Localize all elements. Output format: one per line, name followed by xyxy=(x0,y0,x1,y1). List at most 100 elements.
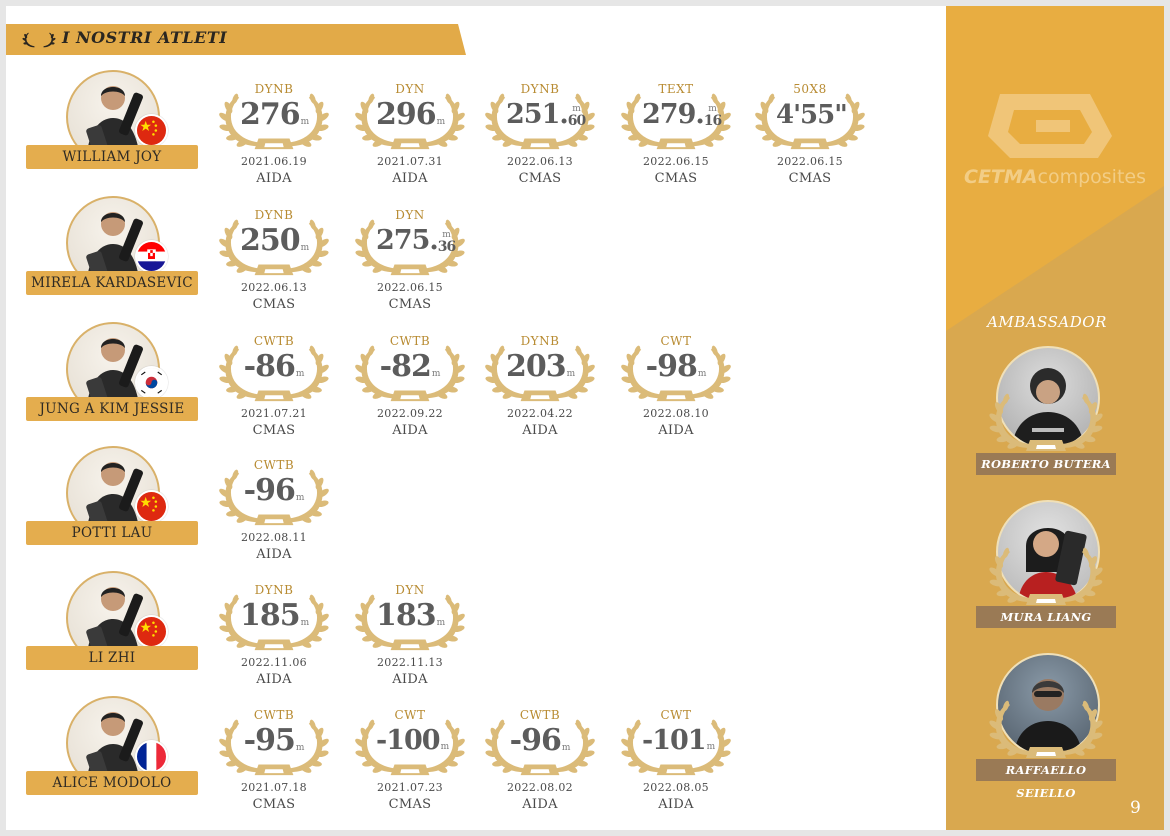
decimal-point: . xyxy=(429,225,438,256)
athlete-row: MIRELA KARDASEVIC DYNB 250m 2022.06.13 CMAS D… xyxy=(6,196,926,322)
record-date: 2021.07.21 xyxy=(241,407,307,420)
record-date: 2022.08.11 xyxy=(241,531,307,544)
record-card: DYNB 185m 2022.11.06 AIDA xyxy=(214,583,334,697)
record-unit: m xyxy=(300,618,310,628)
record-number: 183 xyxy=(376,598,437,633)
record-date: 2021.06.19 xyxy=(241,155,307,168)
record-unit: m xyxy=(440,742,450,752)
record-discipline: DYNB xyxy=(254,208,294,222)
record-discipline: CWTB xyxy=(389,334,431,348)
record-discipline: CWTB xyxy=(519,708,561,722)
record-discipline: DYN xyxy=(395,208,425,222)
athlete-name: LI ZHI xyxy=(26,646,198,670)
record-date: 2021.07.31 xyxy=(377,155,443,168)
record-decimal: 60 xyxy=(567,113,587,129)
athlete-row: ALICE MODOLO CWTB -95m 2021.07.18 CMAS CWT -10… xyxy=(6,696,926,822)
record-date: 2022.08.05 xyxy=(643,781,709,794)
record-number: 4'55" xyxy=(776,100,848,130)
record-value: 185m xyxy=(240,598,310,639)
laurel-icon xyxy=(22,32,56,48)
record-date: 2022.06.15 xyxy=(777,155,843,168)
record-unit: m xyxy=(706,742,716,752)
record-organization: AIDA xyxy=(392,171,428,186)
record-number: 279 xyxy=(642,99,696,130)
record-unit: m xyxy=(697,369,707,379)
record-card: 50X8 4'55" 2022.06.15 CMAS xyxy=(750,82,870,196)
record-value: 4'55" xyxy=(776,99,848,131)
record-organization: AIDA xyxy=(392,423,428,438)
record-value: 279. m 16 xyxy=(642,99,722,131)
record-discipline: 50X8 xyxy=(793,82,827,96)
record-decimal-stack: m 36 xyxy=(437,231,457,255)
record-date: 2022.06.13 xyxy=(241,281,307,294)
record-card: TEXT 279. m 16 2022.06.15 CMAS xyxy=(616,82,736,196)
record-discipline: CWT xyxy=(660,708,692,722)
record-decimal-stack: m 16 xyxy=(703,105,723,129)
record-date: 2021.07.18 xyxy=(241,781,307,794)
record-unit: m xyxy=(436,117,446,127)
ambassador-title: AMBASSADOR xyxy=(987,313,1107,331)
athlete-row: JUNG A KIM JESSIE CWTB -86m 2021.07.21 CMAS C… xyxy=(6,322,926,448)
athlete-row: POTTI LAU CWTB -96m 2022.08.11 AIDA xyxy=(6,446,926,572)
record-value: -86m xyxy=(240,351,308,390)
record-date: 2022.06.13 xyxy=(507,155,573,168)
record-number: 203 xyxy=(506,349,567,384)
record-card: DYN 275. m 36 2022.06.15 CMAS xyxy=(350,208,470,322)
page: I NOSTRI ATLETI WILLIAM JOY DYNB 276m 2021.… xyxy=(6,6,1164,830)
record-discipline: TEXT xyxy=(658,82,694,96)
record-value: -98m xyxy=(642,351,710,390)
record-card: CWTB -82m 2022.09.22 AIDA xyxy=(350,334,470,448)
record-unit: m xyxy=(295,743,305,753)
record-card: DYNB 203m 2022.04.22 AIDA xyxy=(480,334,600,448)
ambassador-name: MURA LIANG xyxy=(976,606,1116,628)
record-organization: CMAS xyxy=(252,297,296,312)
record-number: 296 xyxy=(376,97,437,132)
record-unit: m xyxy=(300,117,310,127)
record-decimal: 36 xyxy=(437,239,457,255)
record-unit: m xyxy=(295,493,305,503)
record-organization: CMAS xyxy=(654,171,698,186)
record-number: 250 xyxy=(240,223,301,258)
record-card: CWT -100m 2021.07.23 CMAS xyxy=(350,708,470,822)
record-date: 2022.06.15 xyxy=(643,155,709,168)
record-value: 203m xyxy=(506,349,575,390)
record-number: 276 xyxy=(240,97,301,132)
record-date: 2022.08.10 xyxy=(643,407,709,420)
athlete-name: WILLIAM JOY xyxy=(26,145,198,169)
flag-croatia-icon xyxy=(135,240,168,273)
record-discipline: DYNB xyxy=(520,82,560,96)
record-number: 185 xyxy=(240,598,301,633)
laurel-icon xyxy=(987,392,1105,451)
record-decimal: 16 xyxy=(703,113,723,129)
record-decimal-stack: m 60 xyxy=(567,105,587,129)
record-value: 296m xyxy=(376,97,446,138)
record-number: -98 xyxy=(645,349,698,384)
record-discipline: DYN xyxy=(395,583,425,597)
flag-korea-icon xyxy=(135,366,168,399)
record-date: 2021.07.23 xyxy=(377,781,443,794)
record-card: CWTB -86m 2021.07.21 CMAS xyxy=(214,334,334,448)
athlete-name: JUNG A KIM JESSIE xyxy=(26,397,198,421)
record-date: 2022.09.22 xyxy=(377,407,443,420)
record-discipline: CWTB xyxy=(253,708,295,722)
flag-china-icon xyxy=(135,615,168,648)
ambassador-name: ROBERTO BUTERA xyxy=(976,453,1116,475)
page-title: I NOSTRI ATLETI xyxy=(62,28,228,47)
logo-brand: CETMA xyxy=(964,166,1038,188)
record-card: DYNB 276m 2021.06.19 AIDA xyxy=(214,82,334,196)
record-discipline: DYNB xyxy=(254,583,294,597)
record-value: 250m xyxy=(240,223,309,264)
athlete-name: MIRELA KARDASEVIC xyxy=(26,271,198,295)
athlete-name: ALICE MODOLO xyxy=(26,771,198,795)
record-value: 275. m 36 xyxy=(376,225,456,257)
record-discipline: CWT xyxy=(394,708,426,722)
header-banner xyxy=(6,24,466,55)
record-date: 2022.06.15 xyxy=(377,281,443,294)
record-number: -100 xyxy=(376,725,441,756)
ambassador-name: RAFFAELLO SEIELLO xyxy=(976,759,1116,800)
record-card: DYN 183m 2022.11.13 AIDA xyxy=(350,583,470,697)
record-organization: AIDA xyxy=(522,423,558,438)
record-date: 2022.11.06 xyxy=(241,656,307,669)
record-value: -100m xyxy=(376,725,449,763)
record-card: CWTB -95m 2021.07.18 CMAS xyxy=(214,708,334,822)
